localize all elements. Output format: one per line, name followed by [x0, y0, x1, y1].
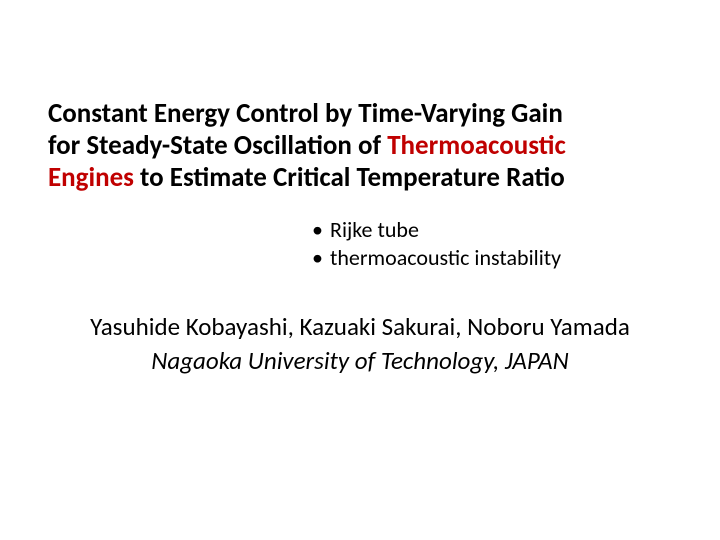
bullet-item: • Rijke tube [312, 216, 672, 244]
author-names: Yasuhide Kobayashi, Kazuaki Sakurai, Nob… [30, 310, 690, 344]
title-line3b: to Estimate Critical Temperature Ratio [134, 161, 565, 194]
title-line2-accent: Thermoacoustic [387, 129, 566, 162]
keyword-bullets: • Rijke tube • thermoacoustic instabilit… [312, 216, 672, 271]
bullet-marker-icon: • [312, 216, 330, 244]
title-line1: Constant Energy Control by Time-Varying … [48, 97, 563, 130]
bullet-item: • thermoacoustic instability [312, 244, 672, 272]
bullet-marker-icon: • [312, 244, 330, 272]
title-line2a: for Steady-State Oscillation of [48, 129, 387, 162]
title-line3-accent: Engines [48, 161, 134, 194]
bullet-text: Rijke tube [330, 216, 419, 244]
slide-title: Constant Energy Control by Time-Varying … [48, 98, 672, 194]
authors-block: Yasuhide Kobayashi, Kazuaki Sakurai, Nob… [30, 310, 690, 378]
bullet-text: thermoacoustic instability [330, 244, 561, 272]
author-affiliation: Nagaoka University of Technology, JAPAN [30, 344, 690, 378]
slide: Constant Energy Control by Time-Varying … [0, 0, 720, 540]
